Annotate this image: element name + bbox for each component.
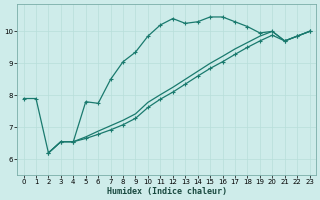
- X-axis label: Humidex (Indice chaleur): Humidex (Indice chaleur): [107, 187, 227, 196]
